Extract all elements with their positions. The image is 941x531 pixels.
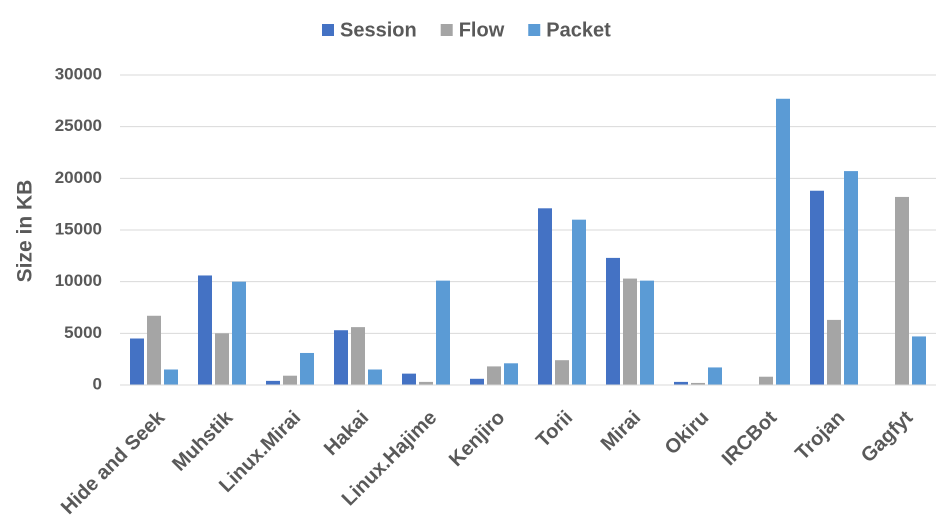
y-tick-label: 0 bbox=[93, 374, 102, 393]
x-tick-label: Hide and Seek bbox=[57, 406, 170, 519]
legend-label: Packet bbox=[546, 19, 611, 41]
legend-swatch bbox=[322, 24, 334, 36]
x-tick-label: Hakai bbox=[320, 407, 373, 460]
bar bbox=[215, 333, 229, 385]
bar bbox=[827, 319, 841, 385]
bar bbox=[895, 196, 909, 385]
bar bbox=[283, 375, 297, 385]
y-axis-label: Size in KB bbox=[14, 180, 37, 283]
bar bbox=[555, 360, 569, 385]
bar bbox=[470, 378, 484, 385]
x-tick-label: IRCBot bbox=[718, 406, 782, 470]
bar bbox=[674, 381, 688, 385]
y-tick-label: 20000 bbox=[55, 168, 102, 187]
legend-label: Flow bbox=[459, 19, 505, 41]
x-tick-label: Okiru bbox=[661, 407, 714, 460]
bar bbox=[640, 280, 654, 385]
bar bbox=[164, 369, 178, 385]
y-tick-label: 10000 bbox=[55, 271, 102, 290]
bar bbox=[623, 278, 637, 385]
bar bbox=[691, 382, 705, 385]
bar bbox=[504, 363, 518, 385]
bar bbox=[844, 171, 858, 385]
bar bbox=[572, 219, 586, 385]
bar bbox=[436, 280, 450, 385]
bar bbox=[776, 98, 790, 386]
bar bbox=[759, 376, 773, 385]
bar bbox=[130, 338, 144, 385]
legend-swatch bbox=[528, 24, 541, 36]
bar bbox=[912, 336, 926, 385]
x-tick-label: Gagfyt bbox=[857, 406, 918, 467]
x-tick-label: Mirai bbox=[597, 407, 646, 456]
bar bbox=[402, 373, 416, 385]
bar bbox=[266, 380, 280, 385]
bar bbox=[300, 352, 314, 385]
bar bbox=[147, 315, 161, 385]
y-tick-label: 30000 bbox=[55, 64, 102, 83]
bar bbox=[368, 369, 382, 385]
legend-swatch bbox=[440, 24, 453, 36]
bar bbox=[232, 281, 246, 385]
x-tick-label: Muhstik bbox=[168, 406, 238, 476]
bar bbox=[606, 257, 620, 385]
bar bbox=[487, 366, 501, 385]
bar bbox=[351, 327, 365, 385]
bar bbox=[334, 330, 348, 385]
legend-label: Session bbox=[340, 19, 417, 41]
x-tick-label: Trojan bbox=[791, 407, 849, 465]
bar bbox=[198, 275, 212, 385]
y-tick-label: 15000 bbox=[55, 219, 102, 238]
bar bbox=[538, 208, 552, 385]
bar bbox=[708, 367, 722, 385]
y-tick-label: 5000 bbox=[64, 323, 102, 342]
bar bbox=[810, 190, 824, 385]
x-tick-label: Torii bbox=[532, 407, 577, 452]
y-tick-label: 25000 bbox=[55, 116, 102, 135]
bar bbox=[419, 381, 433, 385]
x-tick-label: Kenjiro bbox=[445, 407, 509, 471]
